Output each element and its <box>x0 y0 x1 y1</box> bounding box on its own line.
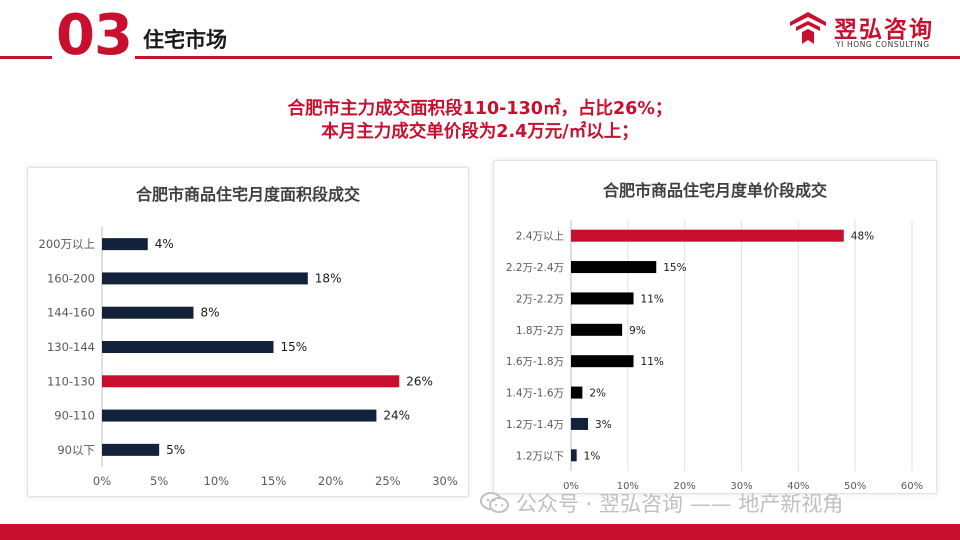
data-label: 11% <box>641 356 664 368</box>
x-tick-label: 0% <box>563 481 579 492</box>
category-label: 2.4万以上 <box>516 231 564 243</box>
data-label: 8% <box>200 306 219 320</box>
section-title: 住宅市场 <box>143 28 227 52</box>
data-label: 11% <box>641 293 664 305</box>
price-chart-panel: 合肥市商品住宅月度单价段成交 0% 10% 20% 30% 40% 50% 60% 2.4万以上… <box>493 160 937 494</box>
category-label: 1.8万-2万 <box>516 325 564 337</box>
footer-bar <box>0 524 960 540</box>
category-label: 200万以上 <box>39 237 95 251</box>
bar <box>102 375 400 388</box>
section-number: 03 <box>56 3 133 68</box>
data-label: 18% <box>315 271 342 285</box>
bar <box>102 443 160 456</box>
bar <box>571 292 634 305</box>
category-label: 90-110 <box>54 409 95 423</box>
data-label: 24% <box>383 409 410 423</box>
category-label: 2.2万-2.4万 <box>506 262 564 274</box>
x-tick-label: 30% <box>432 474 458 488</box>
category-label: 2万-2.2万 <box>516 293 564 305</box>
bar <box>571 261 657 274</box>
x-tick-label: 15% <box>261 474 287 488</box>
x-tick-label: 10% <box>617 481 639 492</box>
x-tick-label: 5% <box>150 474 168 488</box>
x-tick-label: 10% <box>204 474 230 488</box>
bar <box>571 323 623 336</box>
logo-subtitle: YI HONG CONSULTING <box>836 40 930 49</box>
data-label: 9% <box>629 325 646 337</box>
bar <box>571 355 634 368</box>
bar <box>102 272 308 285</box>
bar <box>571 229 844 242</box>
x-tick-label: 25% <box>375 474 401 488</box>
logo-icon <box>790 12 826 44</box>
category-label: 1.4万-1.6万 <box>506 388 564 400</box>
x-tick-label: 20% <box>674 481 696 492</box>
data-label: 5% <box>166 443 185 457</box>
category-label: 160-200 <box>47 271 95 285</box>
headline-line-2: 本月主力成交单价段为2.4万元/㎡以上； <box>321 122 639 142</box>
area-chart-panel: 合肥市商品住宅月度面积段成交 0% 5% 10% 15% 20% 25% 30% 200万以上 4… <box>27 167 469 497</box>
headline-line-1: 合肥市主力成交面积段110-130㎡，占比26%； <box>287 99 673 119</box>
category-label: 110-130 <box>47 374 95 388</box>
category-label: 90以下 <box>57 443 95 457</box>
x-tick-label: 30% <box>730 481 752 492</box>
data-label: 3% <box>595 419 612 431</box>
category-label: 1.2万以下 <box>516 450 564 462</box>
x-tick-label: 60% <box>901 481 923 492</box>
data-label: 26% <box>406 374 433 388</box>
wechat-icon <box>480 492 509 513</box>
bar <box>102 409 377 422</box>
category-label: 1.6万-1.8万 <box>506 356 564 368</box>
data-label: 48% <box>851 231 874 243</box>
x-tick-label: 20% <box>318 474 344 488</box>
chart-title: 合肥市商品住宅月度面积段成交 <box>136 185 360 204</box>
data-label: 2% <box>589 388 606 400</box>
header-rule-right <box>135 56 960 59</box>
data-label: 15% <box>663 262 686 274</box>
x-tick-label: 40% <box>787 481 809 492</box>
x-tick-label: 0% <box>93 474 111 488</box>
bar <box>102 341 274 353</box>
watermark: 公众号 · 翌弘咨询 —— 地产新视角 <box>480 488 843 518</box>
price-bar-chart: 合肥市商品住宅月度单价段成交 0% 10% 20% 30% 40% 50% 60% 2.4万以上… <box>506 181 923 492</box>
watermark-text: 公众号 · 翌弘咨询 —— 地产新视角 <box>516 492 844 516</box>
header-rule-left <box>0 56 52 59</box>
bar <box>571 386 583 399</box>
x-tick-label: 50% <box>844 481 866 492</box>
logo-text: 翌弘咨询 <box>834 17 934 43</box>
bar <box>571 449 577 462</box>
category-label: 144-160 <box>47 306 95 320</box>
data-label: 15% <box>281 340 308 354</box>
area-bar-chart: 合肥市商品住宅月度面积段成交 0% 5% 10% 15% 20% 25% 30% 200万以上 4… <box>39 185 458 488</box>
data-label: 1% <box>584 450 601 462</box>
chart-title: 合肥市商品住宅月度单价段成交 <box>603 181 827 200</box>
bar <box>102 306 194 319</box>
category-label: 130-144 <box>47 340 95 354</box>
data-label: 4% <box>155 237 174 251</box>
bar <box>571 417 589 430</box>
category-label: 1.2万-1.4万 <box>506 419 564 431</box>
bar <box>102 238 148 251</box>
